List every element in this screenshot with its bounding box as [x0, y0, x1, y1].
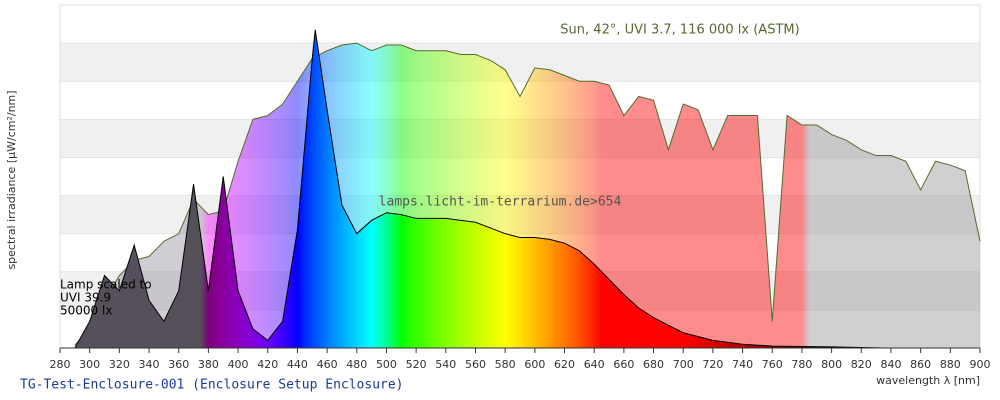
y-axis-label: spectral irradiance [µW/cm²/nm] [5, 90, 18, 269]
x-tick-label: 860 [910, 358, 931, 371]
annotation: 50000 lx [60, 304, 112, 318]
axes: 280 300 320 340 360 380 400 420 440 460 480 500 520 5… [50, 347, 991, 371]
footer: TG-Test-Enclosure-001 (Enclosure Setup E… [20, 378, 404, 393]
x-tick-label: 280 [50, 358, 71, 371]
x-tick-label: 480 [346, 358, 367, 371]
x-tick-label: 820 [851, 358, 872, 371]
x-tick-label: 420 [257, 358, 278, 371]
x-tick-label: 460 [317, 358, 338, 371]
x-tick-label: 340 [139, 358, 160, 371]
x-tick-label: 720 [702, 358, 723, 371]
x-tick-label: 740 [732, 358, 753, 371]
x-tick-label: 760 [762, 358, 783, 371]
x-tick-label: 400 [228, 358, 249, 371]
annotation: UVI 39.9 [60, 291, 111, 305]
x-tick-label: 640 [584, 358, 605, 371]
x-tick-label: 680 [643, 358, 664, 371]
x-tick-label: 600 [524, 358, 545, 371]
x-tick-label: 900 [970, 358, 991, 371]
x-tick-label: 360 [168, 358, 189, 371]
x-tick-label: 380 [198, 358, 219, 371]
x-tick-label: 580 [495, 358, 516, 371]
x-tick-label: 880 [940, 358, 961, 371]
legend-label: Sun, 42°, UVI 3.7, 116 000 lx (ASTM) [560, 23, 799, 38]
legend-label: lamps.licht-im-terrarium.de>654 [379, 195, 622, 210]
x-tick-label: 560 [465, 358, 486, 371]
series-area [74, 29, 884, 349]
plot-area: Sun, 42°, UVI 3.7, 116 000 lx (ASTM) lamp… [74, 23, 981, 349]
x-axis-label: wavelength λ [nm] [876, 374, 980, 387]
x-tick-label: 320 [109, 358, 130, 371]
x-tick-label: 620 [554, 358, 575, 371]
grid-band [60, 43, 980, 82]
series-line [74, 29, 884, 349]
x-tick-label: 300 [79, 358, 100, 371]
x-tick-label: 540 [435, 358, 456, 371]
x-tick-label: 840 [880, 358, 901, 371]
x-tick-label: 520 [406, 358, 427, 371]
x-tick-label: 440 [287, 358, 308, 371]
x-tick-label: 660 [613, 358, 634, 371]
x-tick-label: 780 [791, 358, 812, 371]
x-tick-label: 800 [821, 358, 842, 371]
x-tick-label: 500 [376, 358, 397, 371]
annotation: Lamp scaled to [60, 278, 152, 292]
x-tick-label: 700 [673, 358, 694, 371]
